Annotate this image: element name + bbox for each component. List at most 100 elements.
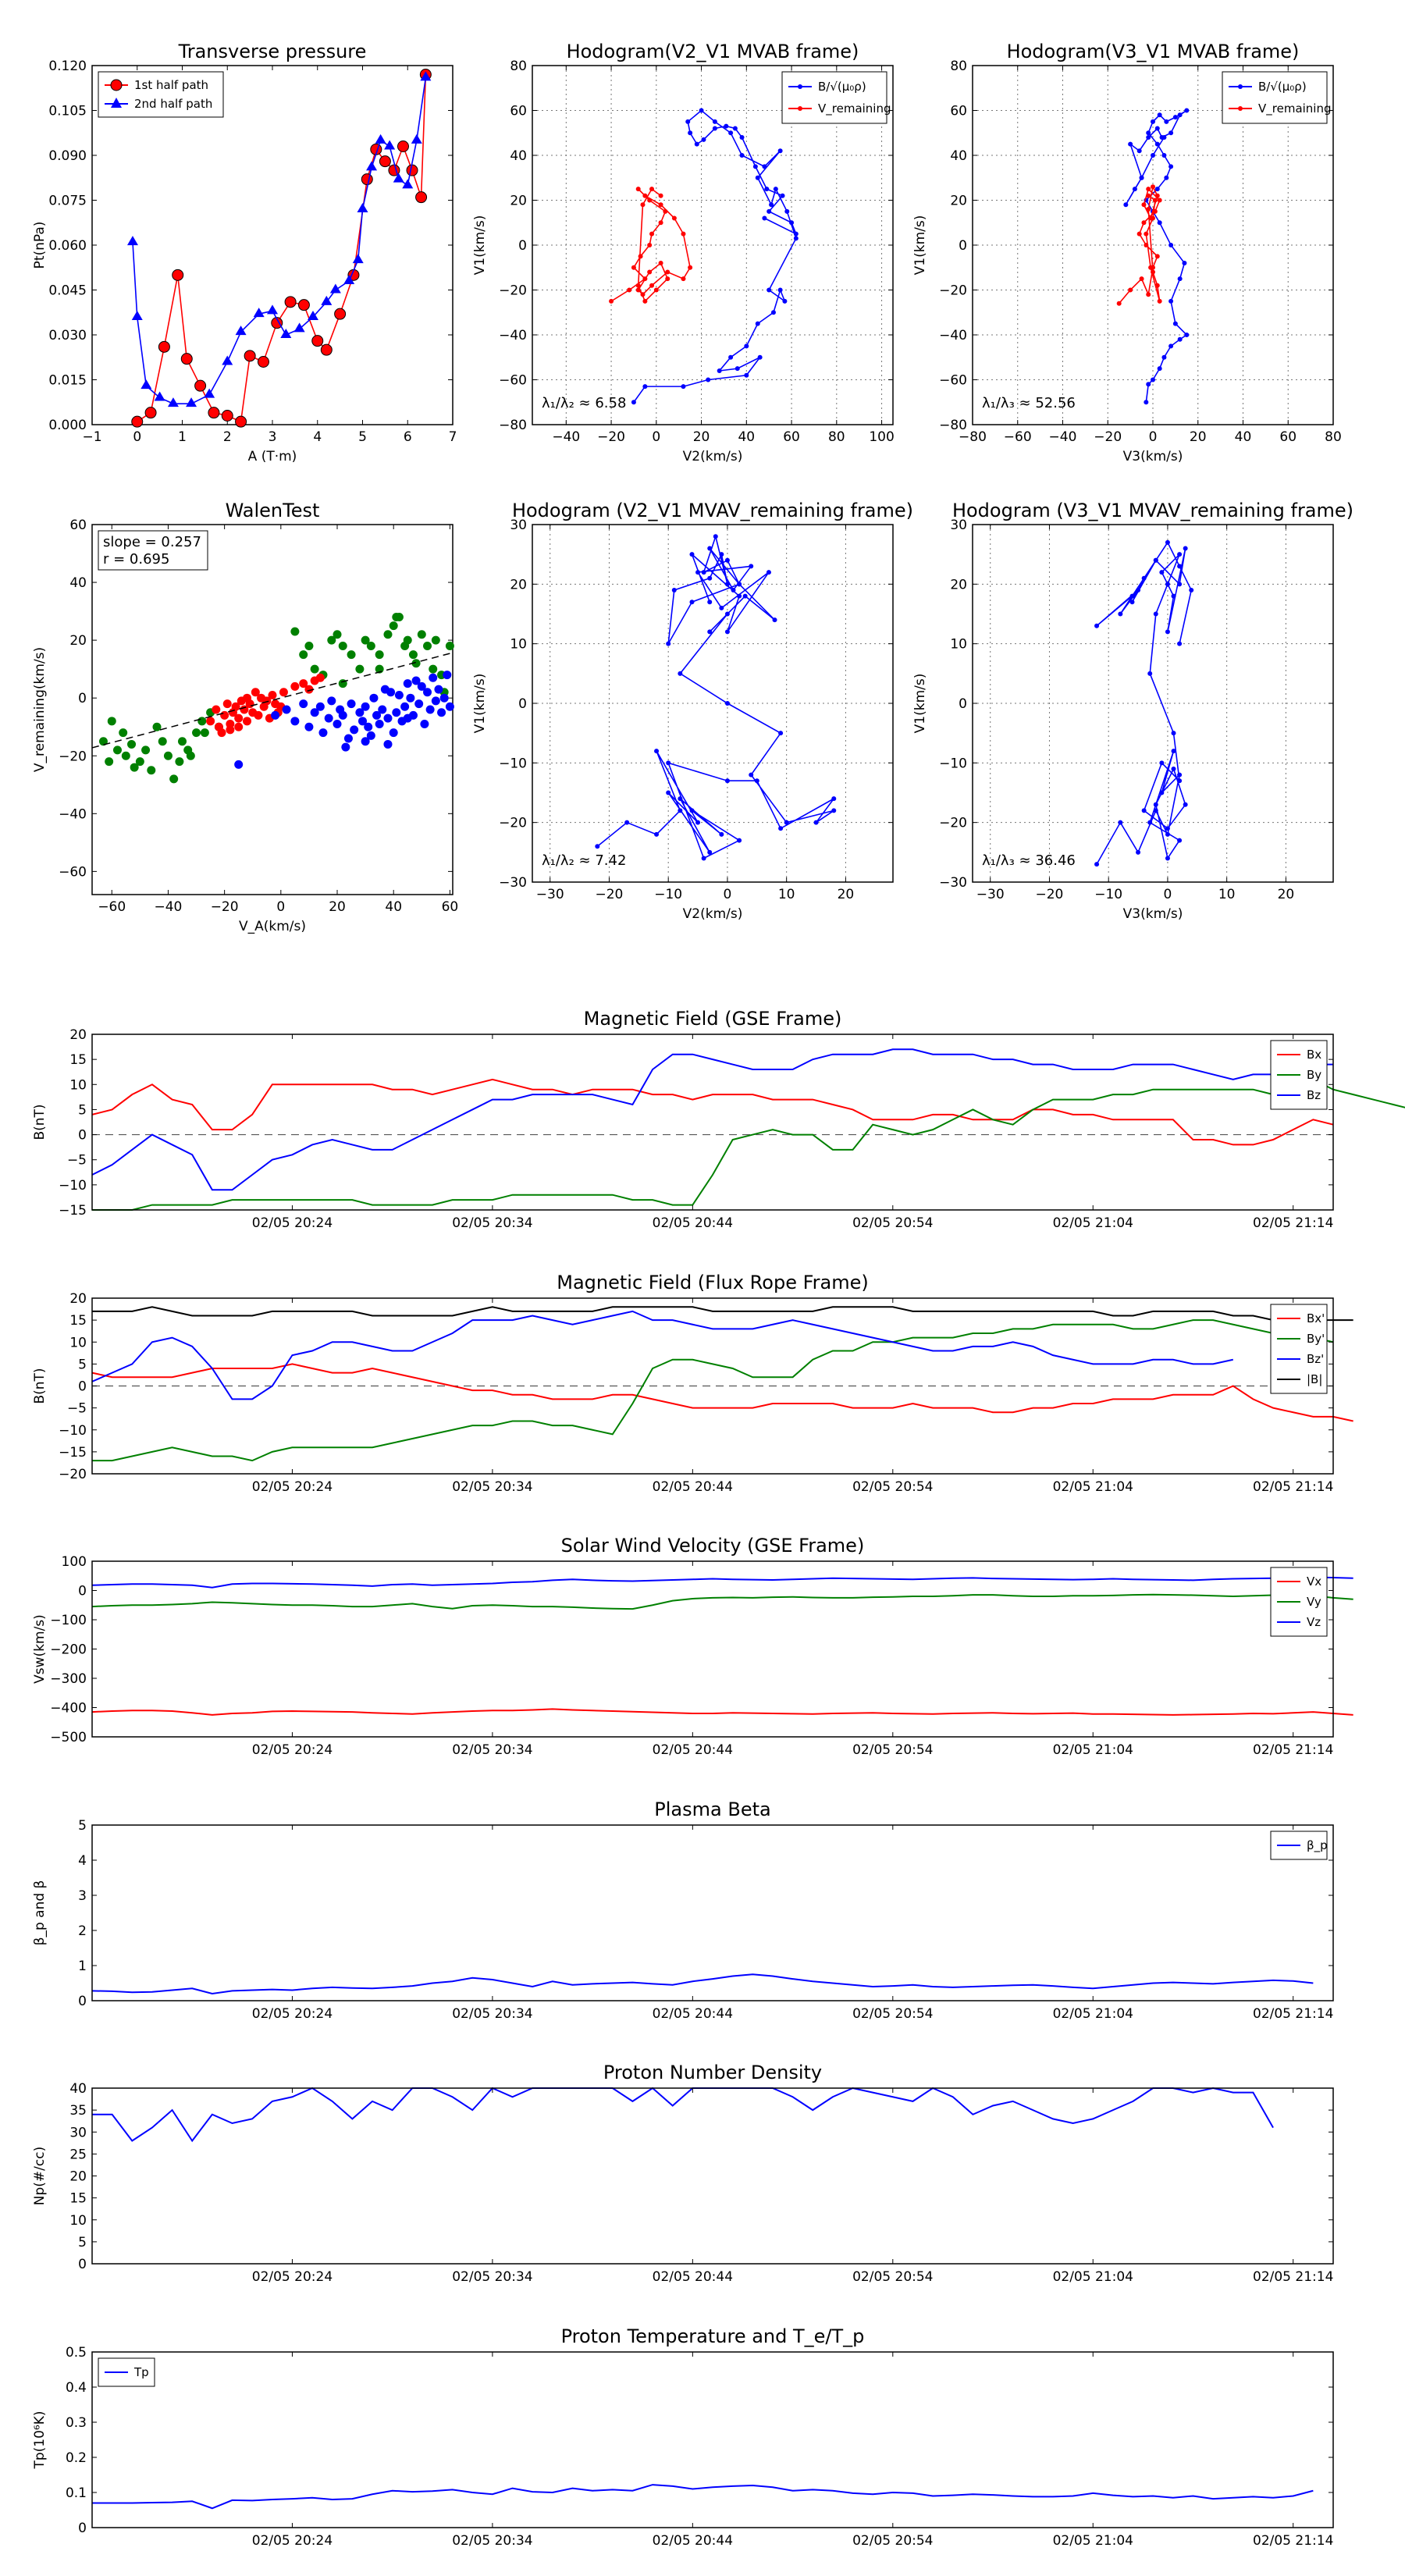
data-point (251, 688, 260, 697)
data-point (1153, 557, 1158, 563)
data-point (685, 119, 691, 124)
data-point (642, 276, 648, 282)
y-tick-label: 20 (510, 194, 527, 209)
data-point (172, 269, 184, 281)
data-point (777, 148, 783, 154)
data-point (329, 283, 341, 294)
data-point (411, 133, 422, 144)
data-point (658, 193, 663, 198)
series-line-p (91, 1973, 1314, 1995)
data-point (147, 766, 156, 775)
data-point (1144, 243, 1149, 247)
eigen-ratio-note: λ₁/λ₂ ≈ 7.42 (542, 852, 626, 869)
data-point (361, 737, 370, 746)
y-tick-label: 0.105 (48, 104, 87, 119)
data-point (315, 702, 325, 711)
data-point (383, 739, 393, 749)
chart-title: WalenTest (226, 500, 320, 521)
x-tick-label: 2 (223, 429, 232, 445)
data-point (778, 826, 784, 831)
data-point (243, 717, 252, 726)
x-tick-label: 02/05 20:34 (452, 2269, 532, 2285)
legend-label: By' (1307, 1332, 1325, 1346)
data-point (297, 299, 310, 311)
data-point (1146, 207, 1151, 212)
chart-title: Hodogram(V3_V1 MVAB frame) (1007, 41, 1300, 62)
data-point (1118, 611, 1123, 617)
y-axis-label: V1(km/s) (472, 674, 488, 734)
data-point (366, 731, 375, 740)
data-point (1159, 570, 1165, 575)
data-point (254, 710, 263, 720)
data-point (1168, 130, 1174, 136)
data-point (1165, 831, 1170, 837)
y-tick-label: 0.030 (48, 328, 87, 343)
data-point (635, 283, 641, 288)
data-point (299, 699, 308, 709)
data-point (423, 688, 432, 697)
chart-title: Proton Number Density (603, 2062, 822, 2083)
y-tick-label: 20 (69, 633, 87, 649)
series-line (633, 109, 798, 403)
data-point (793, 231, 799, 237)
y-tick-label: −100 (50, 1613, 87, 1628)
data-point (208, 407, 220, 419)
x-tick-label: 02/05 21:04 (1053, 2269, 1133, 2285)
y-tick-label: 0.090 (48, 148, 87, 164)
data-point (1161, 153, 1167, 158)
data-point (665, 276, 670, 282)
data-point (737, 582, 742, 587)
x-tick-label: −80 (959, 429, 987, 445)
y-tick-label: −60 (939, 373, 967, 389)
data-point (439, 693, 449, 703)
data-point (178, 737, 187, 746)
data-point (1146, 130, 1151, 136)
data-point (1139, 175, 1144, 180)
chart-mag_gse: 02/05 20:24 02/05 20:34 02/05 20:44 02/05 2… (32, 1008, 1405, 1231)
chart-title: Hodogram (V2_V1 MVAV_remaining frame) (512, 500, 913, 521)
chart-np: 02/05 20:24 02/05 20:34 02/05 20:44 02/05 2… (32, 2062, 1334, 2285)
data-point (1152, 197, 1158, 203)
data-point (386, 688, 396, 697)
y-tick-label: 10 (950, 637, 967, 653)
data-point (658, 202, 663, 208)
x-tick-label: 02/05 21:04 (1053, 2006, 1133, 2022)
data-point (706, 377, 711, 382)
data-point (1144, 400, 1149, 405)
data-point (408, 650, 418, 660)
y-tick-label: 20 (950, 577, 967, 592)
x-tick-label: 02/05 20:24 (252, 1215, 333, 1231)
legend-box (781, 71, 887, 124)
data-point (1168, 298, 1174, 304)
x-tick-label: 02/05 20:54 (852, 1479, 933, 1495)
data-point (361, 635, 370, 645)
data-point (180, 353, 193, 365)
data-point (355, 708, 365, 717)
data-point (784, 820, 789, 825)
x-tick-label: 02/05 20:34 (452, 1742, 532, 1758)
y-tick-label: −10 (939, 756, 967, 771)
y-axis-label: Vsw(km/s) (32, 1614, 48, 1684)
data-point (194, 379, 207, 392)
data-point (425, 705, 435, 714)
legend-label: 1st half path (134, 78, 208, 92)
data-point (1161, 354, 1167, 360)
data-point (271, 710, 280, 720)
data-point (445, 702, 454, 711)
data-point (293, 322, 305, 333)
data-point (813, 820, 819, 825)
x-tick-label: 10 (1218, 887, 1236, 902)
data-point (443, 671, 452, 680)
data-point (280, 329, 292, 338)
data-point (647, 197, 653, 203)
data-point (649, 187, 655, 192)
x-tick-label: −60 (98, 899, 126, 915)
data-point (737, 838, 742, 843)
data-point (394, 690, 404, 699)
data-point (144, 407, 157, 419)
x-tick-label: 02/05 21:14 (1253, 1479, 1333, 1495)
y-tick-label: 2 (78, 1923, 87, 1939)
data-point (1157, 220, 1162, 226)
data-point (383, 630, 393, 639)
